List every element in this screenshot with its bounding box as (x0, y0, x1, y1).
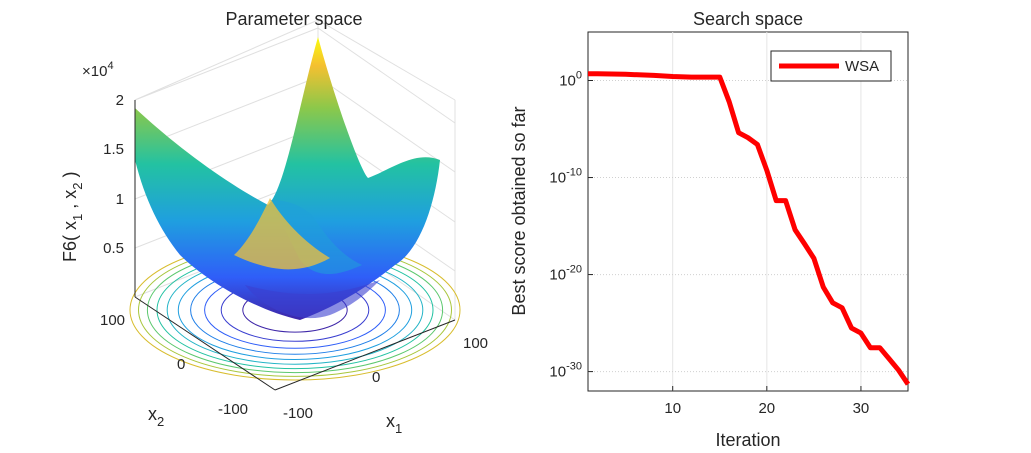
surface-front-peak (234, 198, 330, 270)
left-chart-title: Parameter space (225, 9, 362, 29)
z-tick-labels: 0.5 1 1.5 2 (103, 92, 124, 257)
z-tick-label: 2 (116, 92, 124, 109)
grid-line-3d (317, 27, 456, 124)
y-tick-labels: 100 10-10 10-20 10-30 (549, 70, 582, 381)
x-tick-label: 100 (463, 335, 488, 352)
y-axis-label: Best score obtained so far (509, 106, 529, 315)
z-exponent-label: ×104 (82, 60, 114, 80)
y-tick-label: 100 (100, 312, 125, 329)
series-line-wsa (588, 71, 911, 386)
y-tick-label: 10-10 (549, 167, 582, 187)
z-axis-label: F6( x1 , x2 ) (60, 172, 85, 263)
surface-plot: Parameter space ×104 0.5 1 1.5 2 100 0 -100… (60, 9, 488, 436)
x-tick-label: 10 (664, 400, 681, 417)
y-tick-label: 100 (559, 70, 582, 90)
grid-line-3d (134, 27, 319, 101)
right-chart-title: Search space (693, 9, 803, 29)
grid-lines (588, 32, 908, 391)
z-tick-label: 1 (116, 191, 124, 208)
grid-line-3d (134, 19, 319, 101)
x-tick-label: -100 (283, 405, 313, 422)
plot-area (587, 31, 909, 392)
x-tick-labels: 10 20 30 (664, 400, 869, 417)
x-tick-label: 0 (372, 369, 380, 386)
grid-line-3d (317, 19, 456, 101)
surface-back (135, 37, 440, 320)
y-tick-label: 0 (177, 356, 185, 373)
grid-line-3d (317, 76, 456, 173)
x-tick-label: 20 (758, 400, 775, 417)
y-tick-label: 10-30 (549, 361, 582, 381)
x-tick-label: 30 (853, 400, 870, 417)
x-axis-label: x1 (386, 411, 402, 436)
legend: WSA (770, 50, 892, 82)
surface-bottom (245, 280, 380, 319)
y-axis-label: x2 (148, 404, 164, 429)
axes-3d (134, 100, 456, 391)
y-tick-label: 10-20 (549, 264, 582, 284)
y-tick-label: -100 (218, 401, 248, 418)
convergence-plot: 10 20 30 100 10-10 10-20 10-30 WSA Search spa… (509, 9, 911, 450)
x-axis-label: Iteration (715, 430, 780, 450)
z-tick-label: 1.5 (103, 141, 124, 158)
surface-front (270, 200, 362, 275)
legend-label-wsa: WSA (845, 58, 879, 75)
z-tick-label: 0.5 (103, 240, 124, 257)
